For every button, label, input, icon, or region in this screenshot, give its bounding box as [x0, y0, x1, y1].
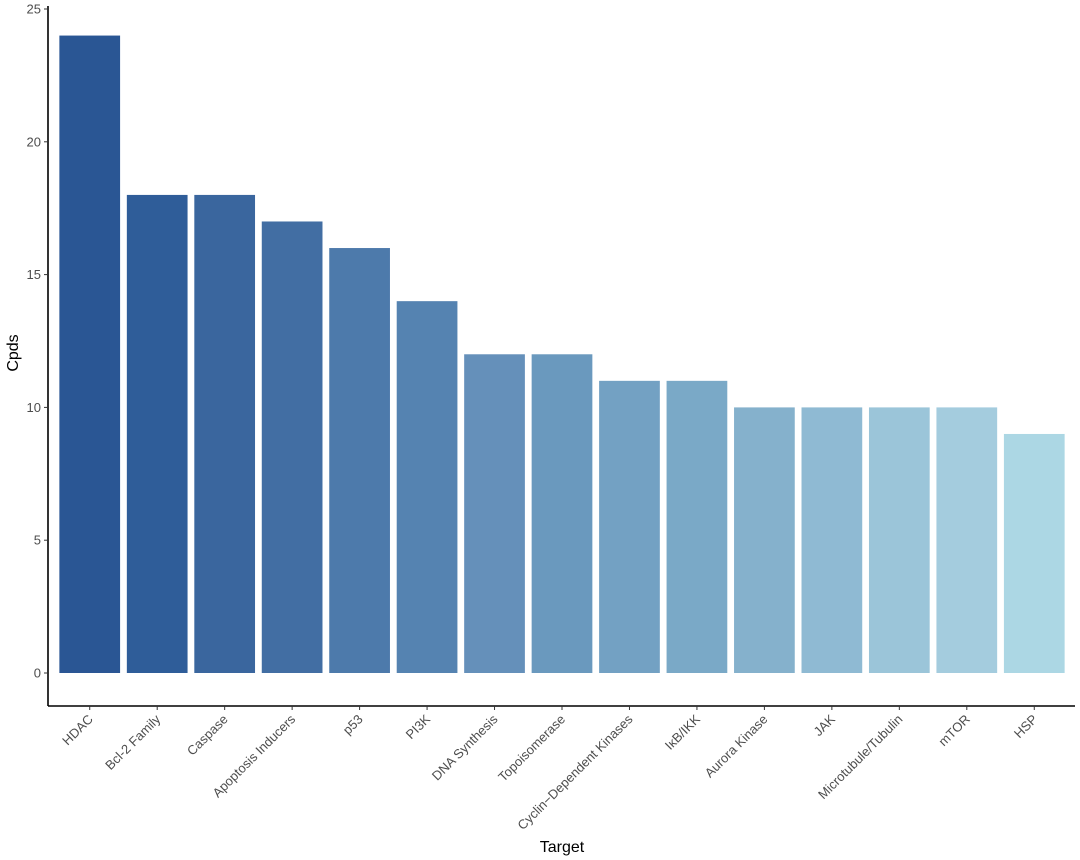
- y-tick-label: 10: [27, 400, 41, 415]
- bar-7: [464, 354, 525, 673]
- x-tick-label: Cyclin−Dependent Kinases: [514, 711, 636, 833]
- x-tick-label: mTOR: [935, 712, 973, 750]
- x-tick-label: IκB/IKK: [662, 711, 703, 752]
- y-tick-label: 15: [27, 267, 41, 282]
- bar-3: [194, 194, 256, 674]
- bars: [59, 35, 1065, 674]
- x-tick-label: Topoisomerase: [495, 712, 568, 785]
- x-tick-label: Bcl-2 Family: [102, 711, 164, 773]
- bar-5: [329, 248, 390, 674]
- bar-8: [531, 354, 593, 673]
- x-tick-label: Caspase: [184, 712, 231, 759]
- bar-12: [801, 407, 863, 673]
- x-tick-label: JAK: [811, 711, 839, 739]
- bar-13: [868, 407, 930, 673]
- bar-11: [734, 407, 795, 673]
- y-tick-label: 5: [34, 533, 41, 548]
- x-tick-label: HDAC: [59, 712, 96, 749]
- y-tick-label: 0: [34, 666, 41, 681]
- bar-6: [396, 301, 458, 673]
- x-tick-label: PI3K: [403, 711, 434, 742]
- bar-4: [261, 221, 323, 674]
- bar-2: [126, 194, 188, 674]
- bar-14: [936, 407, 998, 673]
- y-axis-title: Cpds: [5, 334, 22, 371]
- y-axis: 0 5 10 15 20 25: [27, 2, 49, 706]
- y-tick-label: 20: [27, 134, 41, 149]
- x-axis-title: Target: [540, 839, 585, 856]
- x-tick-label: Aurora Kinase: [702, 712, 771, 781]
- bar-10: [666, 380, 728, 673]
- x-tick-label: DNA Synthesis: [429, 711, 501, 783]
- x-tick-label: p53: [340, 712, 366, 738]
- bar-1: [59, 35, 121, 674]
- x-tick-label: HSP: [1011, 712, 1041, 742]
- bar-15: [1003, 433, 1065, 673]
- y-tick-label: 25: [27, 2, 41, 17]
- bar-9: [599, 380, 660, 673]
